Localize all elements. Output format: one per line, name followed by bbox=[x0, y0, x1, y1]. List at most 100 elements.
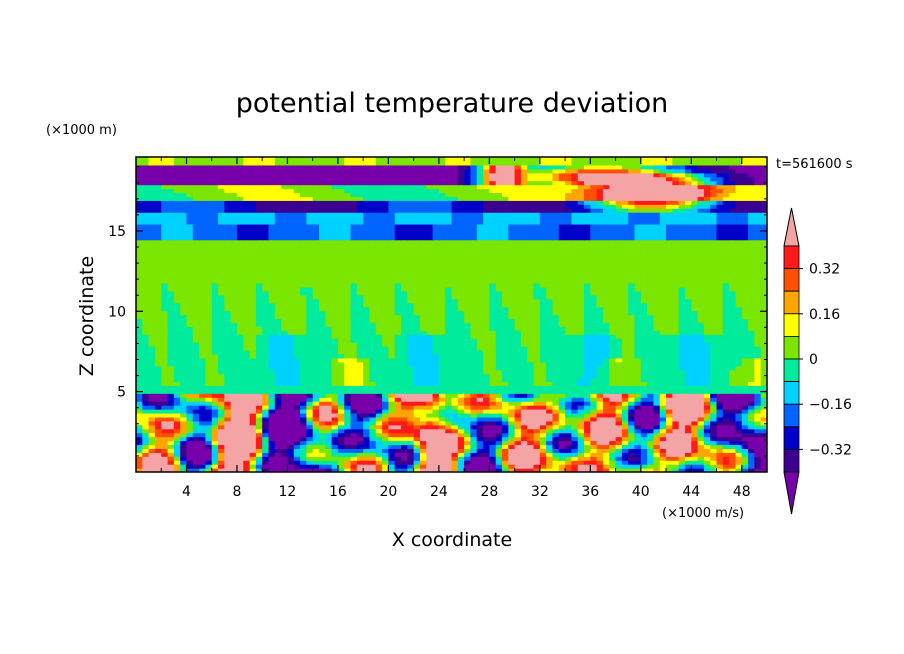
contour-cell bbox=[684, 428, 692, 434]
contour-cell bbox=[236, 389, 244, 394]
contour-cell bbox=[287, 302, 295, 308]
contour-cell bbox=[735, 346, 743, 351]
contour-cell bbox=[602, 318, 610, 323]
contour-cell bbox=[262, 322, 270, 327]
contour-cell bbox=[363, 275, 371, 280]
contour-cell bbox=[520, 460, 528, 465]
contour-cell bbox=[457, 393, 465, 398]
contour-cell bbox=[438, 393, 446, 398]
contour-cell bbox=[173, 409, 181, 414]
contour-cell bbox=[161, 452, 169, 457]
contour-cell bbox=[451, 444, 459, 449]
contour-cell bbox=[218, 460, 225, 465]
contour-cell bbox=[293, 393, 301, 398]
contour-cell bbox=[710, 412, 718, 418]
contour-cell bbox=[697, 306, 705, 312]
contour-cell bbox=[413, 432, 421, 438]
contour-cell bbox=[748, 389, 755, 394]
contour-cell bbox=[426, 448, 434, 453]
contour-cell bbox=[394, 314, 402, 320]
contour-cell bbox=[533, 302, 541, 308]
contour-cell bbox=[167, 452, 175, 457]
contour-cell bbox=[451, 452, 459, 457]
contour-cell bbox=[293, 373, 301, 379]
contour-cell bbox=[514, 373, 522, 379]
contour-cell bbox=[483, 349, 490, 355]
contour-cell bbox=[344, 342, 352, 347]
contour-cell bbox=[527, 436, 535, 442]
contour-cell bbox=[186, 338, 194, 343]
contour-cell bbox=[205, 416, 213, 422]
contour-cell bbox=[609, 279, 617, 284]
contour-cell bbox=[407, 460, 415, 465]
contour-cell bbox=[495, 401, 503, 406]
contour-cell bbox=[167, 460, 175, 465]
contour-cell bbox=[602, 464, 610, 469]
contour-cell bbox=[293, 326, 301, 331]
contour-cell bbox=[634, 393, 642, 398]
contour-cell bbox=[489, 302, 497, 308]
contour-cell bbox=[274, 310, 282, 316]
contour-cell bbox=[495, 385, 503, 390]
contour-cell bbox=[653, 283, 661, 288]
contour-cell bbox=[419, 412, 427, 418]
contour-cell bbox=[691, 377, 699, 383]
contour-cell bbox=[173, 436, 181, 442]
contour-cell bbox=[508, 290, 516, 296]
contour-cell bbox=[666, 373, 673, 379]
contour-cell bbox=[337, 306, 345, 312]
contour-cell bbox=[218, 377, 225, 383]
contour-cell bbox=[388, 365, 396, 371]
contour-cell bbox=[293, 318, 301, 323]
contour-cell bbox=[558, 338, 566, 343]
contour-cell bbox=[205, 357, 213, 363]
contour-cell bbox=[211, 456, 219, 461]
contour-cell bbox=[211, 409, 219, 414]
contour-cell bbox=[325, 416, 333, 422]
contour-cell bbox=[249, 286, 257, 292]
contour-cell bbox=[318, 353, 326, 359]
contour-cell bbox=[457, 334, 465, 339]
contour-cell bbox=[520, 342, 528, 347]
contour-cell bbox=[369, 428, 377, 434]
contour-cell bbox=[192, 401, 200, 406]
contour-cell bbox=[161, 361, 169, 367]
contour-cell bbox=[167, 365, 175, 371]
contour-cell bbox=[142, 306, 150, 312]
contour-cell bbox=[205, 349, 213, 355]
contour-cell bbox=[653, 361, 661, 367]
contour-cell bbox=[722, 389, 730, 394]
contour-cell bbox=[464, 448, 472, 453]
contour-cell bbox=[136, 306, 143, 312]
contour-cell bbox=[640, 302, 648, 308]
contour-cell bbox=[520, 412, 528, 418]
contour-cell bbox=[306, 326, 314, 331]
contour-cell bbox=[224, 310, 232, 316]
contour-cell bbox=[729, 385, 737, 390]
contour-cell bbox=[621, 290, 629, 296]
contour-cell bbox=[451, 393, 459, 398]
contour-cell bbox=[539, 412, 547, 418]
contour-cell bbox=[407, 381, 415, 386]
contour-cell bbox=[483, 330, 490, 335]
contour-cell bbox=[136, 405, 143, 410]
contour-cell bbox=[584, 412, 591, 418]
contour-cell bbox=[691, 464, 699, 469]
contour-cell bbox=[293, 361, 301, 367]
contour-cell bbox=[602, 428, 610, 434]
contour-cell bbox=[552, 405, 560, 410]
contour-cell bbox=[470, 440, 478, 446]
contour-cell bbox=[142, 405, 150, 410]
contour-cell bbox=[382, 448, 389, 453]
contour-cell bbox=[173, 326, 181, 331]
contour-cell bbox=[533, 436, 541, 442]
contour-cell bbox=[199, 428, 207, 434]
contour-cell bbox=[653, 338, 661, 343]
contour-cell bbox=[539, 302, 547, 308]
contour-cell bbox=[173, 342, 181, 347]
contour-cell bbox=[748, 424, 755, 430]
contour-cell bbox=[249, 401, 257, 406]
contour-cell bbox=[356, 440, 364, 446]
contour-cell bbox=[653, 381, 661, 386]
contour-cell bbox=[628, 452, 636, 457]
